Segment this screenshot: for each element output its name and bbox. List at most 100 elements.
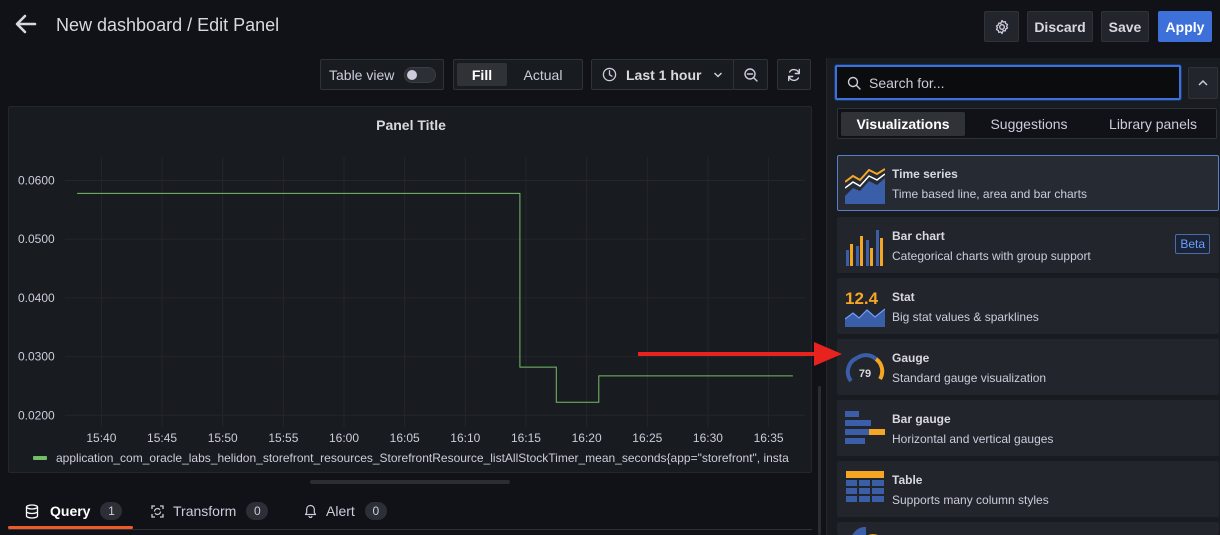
pie-chart-icon [852, 527, 878, 535]
stat-icon-value: 12.4 [845, 289, 879, 308]
save-button[interactable]: Save [1101, 11, 1149, 42]
transform-count-badge: 0 [246, 502, 269, 520]
query-count-badge: 1 [100, 502, 123, 520]
search-input[interactable] [869, 74, 1169, 91]
tab-transform[interactable]: Transform 0 [150, 500, 269, 522]
table-view-label: Table view [329, 66, 395, 83]
chevron-up-icon [1198, 79, 1208, 86]
tab-query-label: Query [50, 503, 91, 519]
time-range-label: Last 1 hour [626, 66, 702, 83]
x-tick-label: 15:45 [147, 431, 177, 445]
viz-card-bar-chart[interactable]: Bar chart Categorical charts with group … [837, 217, 1219, 273]
actual-button[interactable]: Actual [523, 66, 563, 83]
bar-chart-icon [846, 230, 883, 266]
series-line [77, 192, 793, 403]
tab-divider [8, 529, 812, 530]
visualization-tabs: Visualizations Suggestions Library panel… [837, 108, 1217, 139]
viz-description: Categorical charts with group support [892, 249, 1091, 263]
y-tick-label: 0.0300 [18, 350, 55, 364]
discard-button[interactable]: Discard [1027, 11, 1093, 42]
table-icon [846, 471, 884, 502]
gear-icon [995, 19, 1008, 34]
horizontal-scrollbar[interactable] [310, 480, 510, 484]
viz-description: Supports many column styles [892, 493, 1049, 507]
zoom-out-icon [743, 67, 758, 82]
beta-badge: Beta [1175, 234, 1210, 254]
back-arrow-icon[interactable] [12, 10, 40, 38]
y-tick-label: 0.0600 [18, 173, 55, 187]
legend-label: application_com_oracle_labs_helidon_stor… [56, 451, 789, 465]
alert-count-badge: 0 [364, 502, 387, 520]
pane-resize-handle[interactable] [818, 386, 821, 535]
x-tick-label: 16:25 [632, 431, 662, 445]
viz-card-partial[interactable] [837, 522, 1219, 535]
viz-card-gauge[interactable]: 79 Gauge Standard gauge visualization [837, 339, 1219, 395]
x-tick-label: 15:50 [208, 431, 238, 445]
viz-description: Time based line, area and bar charts [892, 187, 1087, 201]
y-tick-label: 0.0400 [18, 291, 55, 305]
x-tick-label: 16:05 [390, 431, 420, 445]
viz-name: Gauge [892, 351, 930, 365]
gauge-icon: 79 [845, 353, 885, 383]
x-tick-label: 16:10 [450, 431, 480, 445]
tab-alert[interactable]: Alert 0 [304, 500, 387, 522]
fill-actual-toggle: Fill Actual [453, 59, 583, 90]
panel-title: Panel Title [376, 117, 446, 133]
tab-visualizations[interactable]: Visualizations [841, 111, 965, 136]
y-tick-label: 0.0500 [18, 232, 55, 246]
viz-card-stat[interactable]: 12.4 Stat Big stat values & sparklines [837, 278, 1219, 334]
tab-alert-label: Alert [326, 503, 355, 519]
x-tick-label: 16:00 [329, 431, 359, 445]
viz-name: Bar gauge [892, 412, 951, 426]
fill-button[interactable]: Fill [457, 63, 507, 86]
active-tab-indicator [8, 526, 133, 529]
legend-swatch [33, 456, 47, 460]
x-tick-label: 16:30 [693, 431, 723, 445]
settings-button[interactable] [984, 11, 1019, 42]
viz-description: Standard gauge visualization [892, 371, 1047, 385]
bell-icon [304, 504, 317, 518]
apply-button[interactable]: Apply [1158, 11, 1212, 42]
refresh-button[interactable] [777, 59, 811, 90]
chevron-down-icon [714, 71, 723, 78]
time-range-picker[interactable]: Last 1 hour [591, 59, 734, 90]
viz-card-bar-gauge[interactable]: Bar gauge Horizontal and vertical gauges [837, 400, 1219, 456]
panel-preview: Panel Title 0.0600 0.0500 0.0400 0.0300 0.02… [8, 106, 812, 473]
time-series-chart: 0.0600 0.0500 0.0400 0.0300 0.0200 15:40 15:45… [18, 157, 805, 445]
tab-library-panels[interactable]: Library panels [1109, 115, 1197, 132]
viz-description: Big stat values & sparklines [892, 310, 1039, 324]
viz-name: Stat [892, 290, 915, 304]
viz-card-time-series[interactable]: Time series Time based line, area and ba… [837, 155, 1219, 211]
search-box[interactable] [835, 65, 1181, 100]
annotation-arrow [638, 342, 842, 366]
page-title: New dashboard / Edit Panel [56, 15, 280, 35]
gauge-icon-value: 79 [859, 368, 871, 380]
viz-card-table[interactable]: Table Supports many column styles [837, 461, 1219, 517]
viz-name: Table [892, 473, 923, 487]
table-view-switch[interactable] [404, 66, 437, 83]
transform-icon [151, 504, 164, 518]
viz-name: Bar chart [892, 229, 945, 243]
tab-transform-label: Transform [173, 503, 237, 519]
zoom-out-button[interactable] [733, 59, 768, 90]
tab-suggestions[interactable]: Suggestions [990, 115, 1068, 132]
tab-query[interactable]: Query 1 [25, 500, 123, 522]
y-tick-label: 0.0200 [18, 408, 55, 422]
table-view-toggle[interactable]: Table view [320, 59, 444, 90]
stat-icon: 12.4 [845, 289, 885, 327]
viz-description: Horizontal and vertical gauges [892, 432, 1054, 446]
x-tick-label: 15:40 [86, 431, 116, 445]
refresh-icon [788, 68, 800, 81]
legend[interactable]: application_com_oracle_labs_helidon_stor… [33, 449, 809, 467]
x-tick-label: 16:15 [511, 431, 541, 445]
bar-gauge-icon [845, 411, 885, 444]
time-series-icon [845, 168, 885, 204]
database-icon [25, 503, 39, 519]
clock-icon [602, 67, 617, 82]
search-icon [847, 76, 861, 90]
collapse-pane-button[interactable] [1188, 67, 1218, 99]
viz-name: Time series [892, 167, 958, 181]
x-tick-label: 15:55 [268, 431, 298, 445]
x-tick-label: 16:35 [754, 431, 784, 445]
x-tick-label: 16:20 [572, 431, 602, 445]
